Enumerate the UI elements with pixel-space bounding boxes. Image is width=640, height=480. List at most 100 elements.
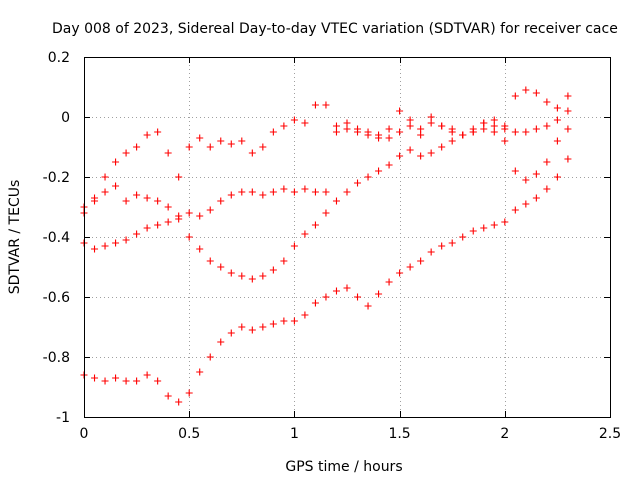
data-point [91,194,99,202]
data-point [91,245,99,253]
data-point [311,188,319,196]
data-point [164,149,172,157]
data-point [543,158,551,166]
data-point [112,374,120,382]
data-point [522,176,530,184]
series-4 [80,155,572,406]
data-point [154,128,162,136]
data-point [438,122,446,130]
data-point [248,275,256,283]
data-point [196,368,204,376]
data-point [385,134,393,142]
data-point [532,89,540,97]
data-point [532,125,540,133]
data-point [406,146,414,154]
plot-frame [84,57,611,418]
data-point [385,125,393,133]
data-point [280,257,288,265]
x-tick-label: 1.5 [388,426,410,442]
data-point [332,287,340,295]
x-tick-label: 1 [290,426,299,442]
data-point [248,326,256,334]
data-point [101,242,109,250]
data-point [227,269,235,277]
data-point [227,329,235,337]
data-point [206,353,214,361]
data-point [543,98,551,106]
data-point [511,92,519,100]
data-point [217,197,225,205]
data-point [354,125,362,133]
data-point [322,293,330,301]
data-point [406,116,414,124]
x-tick-label: 0.5 [178,426,200,442]
data-points [80,86,572,406]
data-point [185,233,193,241]
data-point [406,263,414,271]
data-point [564,107,572,115]
data-point [448,137,456,145]
data-point [396,128,404,136]
data-point [322,209,330,217]
data-point [427,119,435,127]
data-point [175,173,183,181]
data-point [564,155,572,163]
data-point [227,140,235,148]
data-point [154,197,162,205]
data-point [280,185,288,193]
x-tick-label: 2.5 [599,426,621,442]
data-point [417,257,425,265]
data-point [269,188,277,196]
data-point [290,317,298,325]
data-point [438,143,446,151]
data-point [522,200,530,208]
data-point [133,143,141,151]
data-point [122,197,130,205]
grid-lines [84,57,610,417]
data-point [322,188,330,196]
data-point [122,377,130,385]
y-tick-label: -0.8 [43,350,70,366]
data-point [522,86,530,94]
data-point [206,206,214,214]
data-point [133,377,141,385]
series-2 [80,119,572,253]
data-point [290,116,298,124]
data-point [332,122,340,130]
data-point [217,263,225,271]
data-point [175,398,183,406]
data-point [490,128,498,136]
data-point [469,227,477,235]
x-tick-label: 2 [500,426,509,442]
data-point [480,119,488,127]
data-point [164,218,172,226]
data-point [217,338,225,346]
data-point [438,242,446,250]
data-point [532,194,540,202]
data-point [490,221,498,229]
data-point [269,266,277,274]
data-point [553,104,561,112]
data-point [269,128,277,136]
data-point [459,131,467,139]
axes: 0 0.5 1 1.5 2 2.5 -1 -0.8 -0.6 -0.4 -0.2 0 0.2 [43,50,621,442]
data-point [248,149,256,157]
x-tick-label: 0 [80,426,89,442]
y-tick-label: -1 [56,410,70,426]
data-point [133,230,141,238]
data-point [396,107,404,115]
data-point [280,317,288,325]
data-point [553,173,561,181]
data-point [238,272,246,280]
data-point [364,173,372,181]
data-point [469,128,477,136]
data-point [101,173,109,181]
y-tick-label: -0.2 [43,170,70,186]
data-point [511,206,519,214]
data-point [311,299,319,307]
data-point [364,128,372,136]
data-point [511,128,519,136]
data-point [501,125,509,133]
data-point [143,131,151,139]
